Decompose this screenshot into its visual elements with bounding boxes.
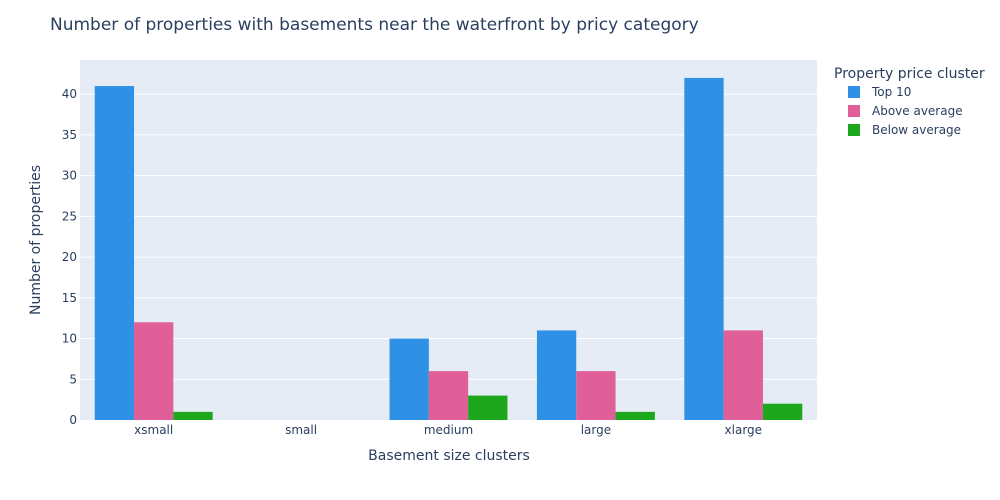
x-axis-title: Basement size clusters [368, 448, 530, 464]
y-tick-label: 10 [62, 332, 77, 346]
bar-below-average-xlarge [762, 403, 803, 420]
bar-above-average-medium [428, 371, 469, 420]
legend: Property price cluster Top 10 Above avera… [834, 66, 985, 137]
y-tick-label: 35 [62, 128, 77, 142]
bar-above-average-xlarge [723, 330, 763, 420]
y-tick-label: 15 [62, 291, 77, 305]
legend-swatch [848, 86, 860, 98]
bar-top-10-medium [389, 338, 429, 420]
bar-above-average-large [576, 371, 616, 420]
bar-top-10-large [536, 330, 577, 420]
y-tick-label: 25 [62, 209, 77, 223]
x-axis-ticks: xsmall small medium large xlarge [134, 423, 762, 437]
y-axis-ticks: 0 5 10 15 20 25 30 35 40 [62, 87, 77, 427]
x-tick-label: large [581, 423, 611, 437]
bars [94, 77, 803, 420]
legend-swatch [848, 105, 860, 117]
bar-below-average-medium [468, 395, 508, 420]
y-tick-label: 20 [62, 250, 77, 264]
bar-top-10-xsmall [94, 86, 135, 420]
bar-above-average-xsmall [134, 322, 174, 420]
bar-top-10-xlarge [684, 77, 724, 420]
y-tick-label: 0 [69, 413, 77, 427]
x-tick-label: medium [424, 423, 473, 437]
legend-label: Top 10 [871, 85, 911, 99]
bar-below-average-xsmall [173, 411, 213, 420]
y-tick-label: 40 [62, 87, 77, 101]
bar-below-average-large [615, 411, 655, 420]
y-axis-title: Number of properties [28, 165, 44, 315]
x-tick-label: xlarge [725, 423, 763, 437]
legend-label: Above average [872, 104, 963, 118]
x-tick-label: small [285, 423, 317, 437]
y-tick-label: 5 [69, 372, 77, 386]
chart-title: Number of properties with basements near… [50, 15, 699, 35]
x-tick-label: xsmall [134, 423, 173, 437]
legend-label: Below average [872, 123, 961, 137]
legend-title: Property price cluster [834, 66, 985, 82]
y-tick-label: 30 [62, 169, 77, 183]
legend-swatch [848, 124, 860, 136]
